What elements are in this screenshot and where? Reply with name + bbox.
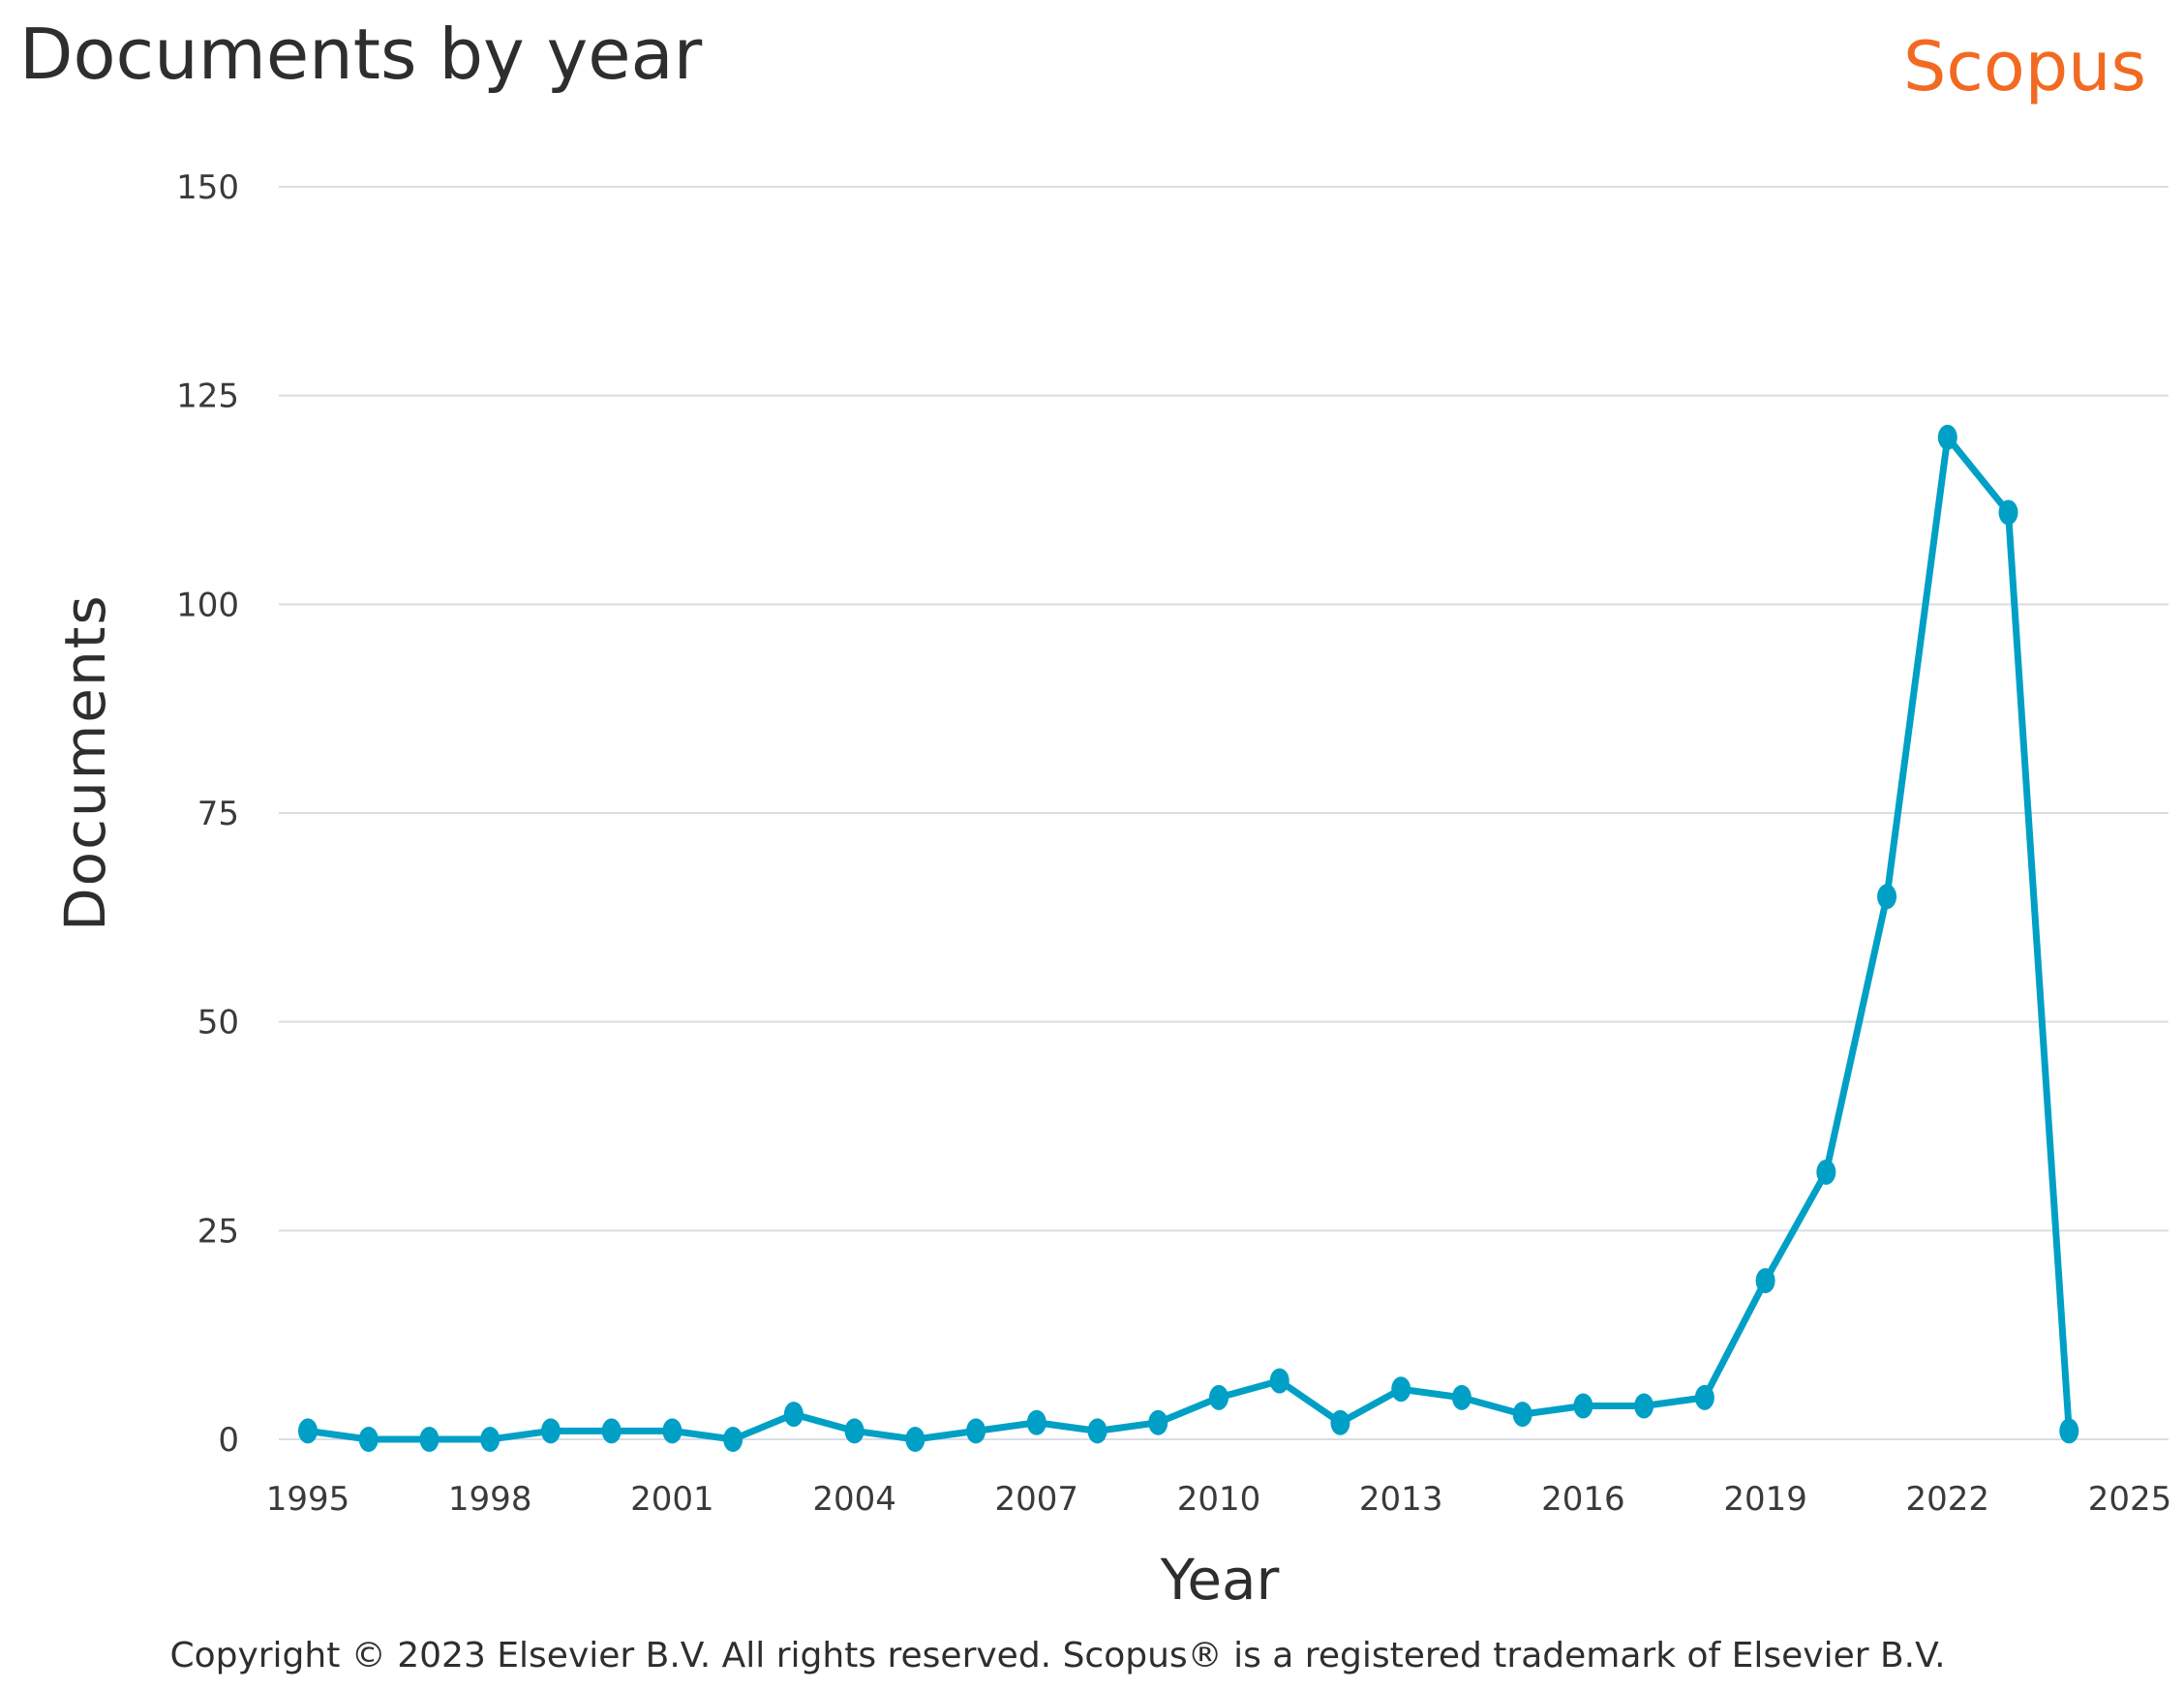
data-point [966, 1418, 986, 1444]
data-point [905, 1427, 925, 1452]
x-tick-label: 1998 [448, 1480, 532, 1519]
x-tick-label: 2022 [1906, 1480, 1990, 1519]
x-tick-label: 2001 [630, 1480, 714, 1519]
data-point [1512, 1402, 1532, 1428]
x-tick-label: 2010 [1177, 1480, 1261, 1519]
series-line [304, 434, 2073, 1443]
y-tick-label: 125 [176, 377, 239, 416]
data-point [419, 1427, 440, 1452]
data-point [1816, 1159, 1836, 1185]
data-point [723, 1427, 743, 1452]
data-point [1391, 1376, 1411, 1403]
data-point [1694, 1384, 1714, 1410]
data-point [1634, 1393, 1654, 1419]
x-axis-label: Year [1160, 1547, 1280, 1613]
data-point [1998, 499, 2018, 526]
x-tick-label: 2025 [2088, 1480, 2172, 1519]
data-point [1148, 1409, 1168, 1435]
data-point [1937, 424, 1957, 450]
data-point [1087, 1418, 1107, 1444]
x-tick-label: 2019 [1723, 1480, 1807, 1519]
y-tick-label: 100 [176, 586, 239, 624]
data-point [1451, 1384, 1471, 1410]
data-point [601, 1418, 622, 1444]
data-point [1209, 1384, 1228, 1410]
data-point [540, 1418, 561, 1444]
y-tick-label: 25 [197, 1212, 239, 1251]
x-tick-label: 2013 [1359, 1480, 1443, 1519]
y-tick-label: 75 [197, 795, 239, 833]
chart-title: Documents by year [19, 14, 703, 95]
data-point [298, 1418, 318, 1444]
data-point [1877, 884, 1897, 910]
y-tick-label: 150 [176, 168, 239, 207]
y-tick-label: 0 [218, 1421, 239, 1460]
data-point [480, 1427, 500, 1452]
data-point [2059, 1418, 2079, 1444]
data-point [1755, 1268, 1775, 1294]
data-point [1026, 1409, 1046, 1435]
x-tick-label: 2016 [1541, 1480, 1625, 1519]
y-tick-label: 50 [197, 1004, 239, 1042]
data-point [783, 1402, 804, 1428]
data-point [662, 1418, 682, 1444]
data-point [844, 1418, 864, 1444]
x-tick-label: 1995 [266, 1480, 350, 1519]
data-point [1269, 1368, 1289, 1394]
x-tick-label: 2004 [812, 1480, 896, 1519]
data-point [1573, 1393, 1593, 1419]
data-point [1330, 1409, 1350, 1435]
x-tick-label: 2007 [995, 1480, 1079, 1519]
copyright-footer: Copyright © 2023 Elsevier B.V. All right… [169, 1636, 1946, 1675]
data-point [358, 1427, 379, 1452]
scopus-logo: Scopus [1903, 27, 2147, 106]
